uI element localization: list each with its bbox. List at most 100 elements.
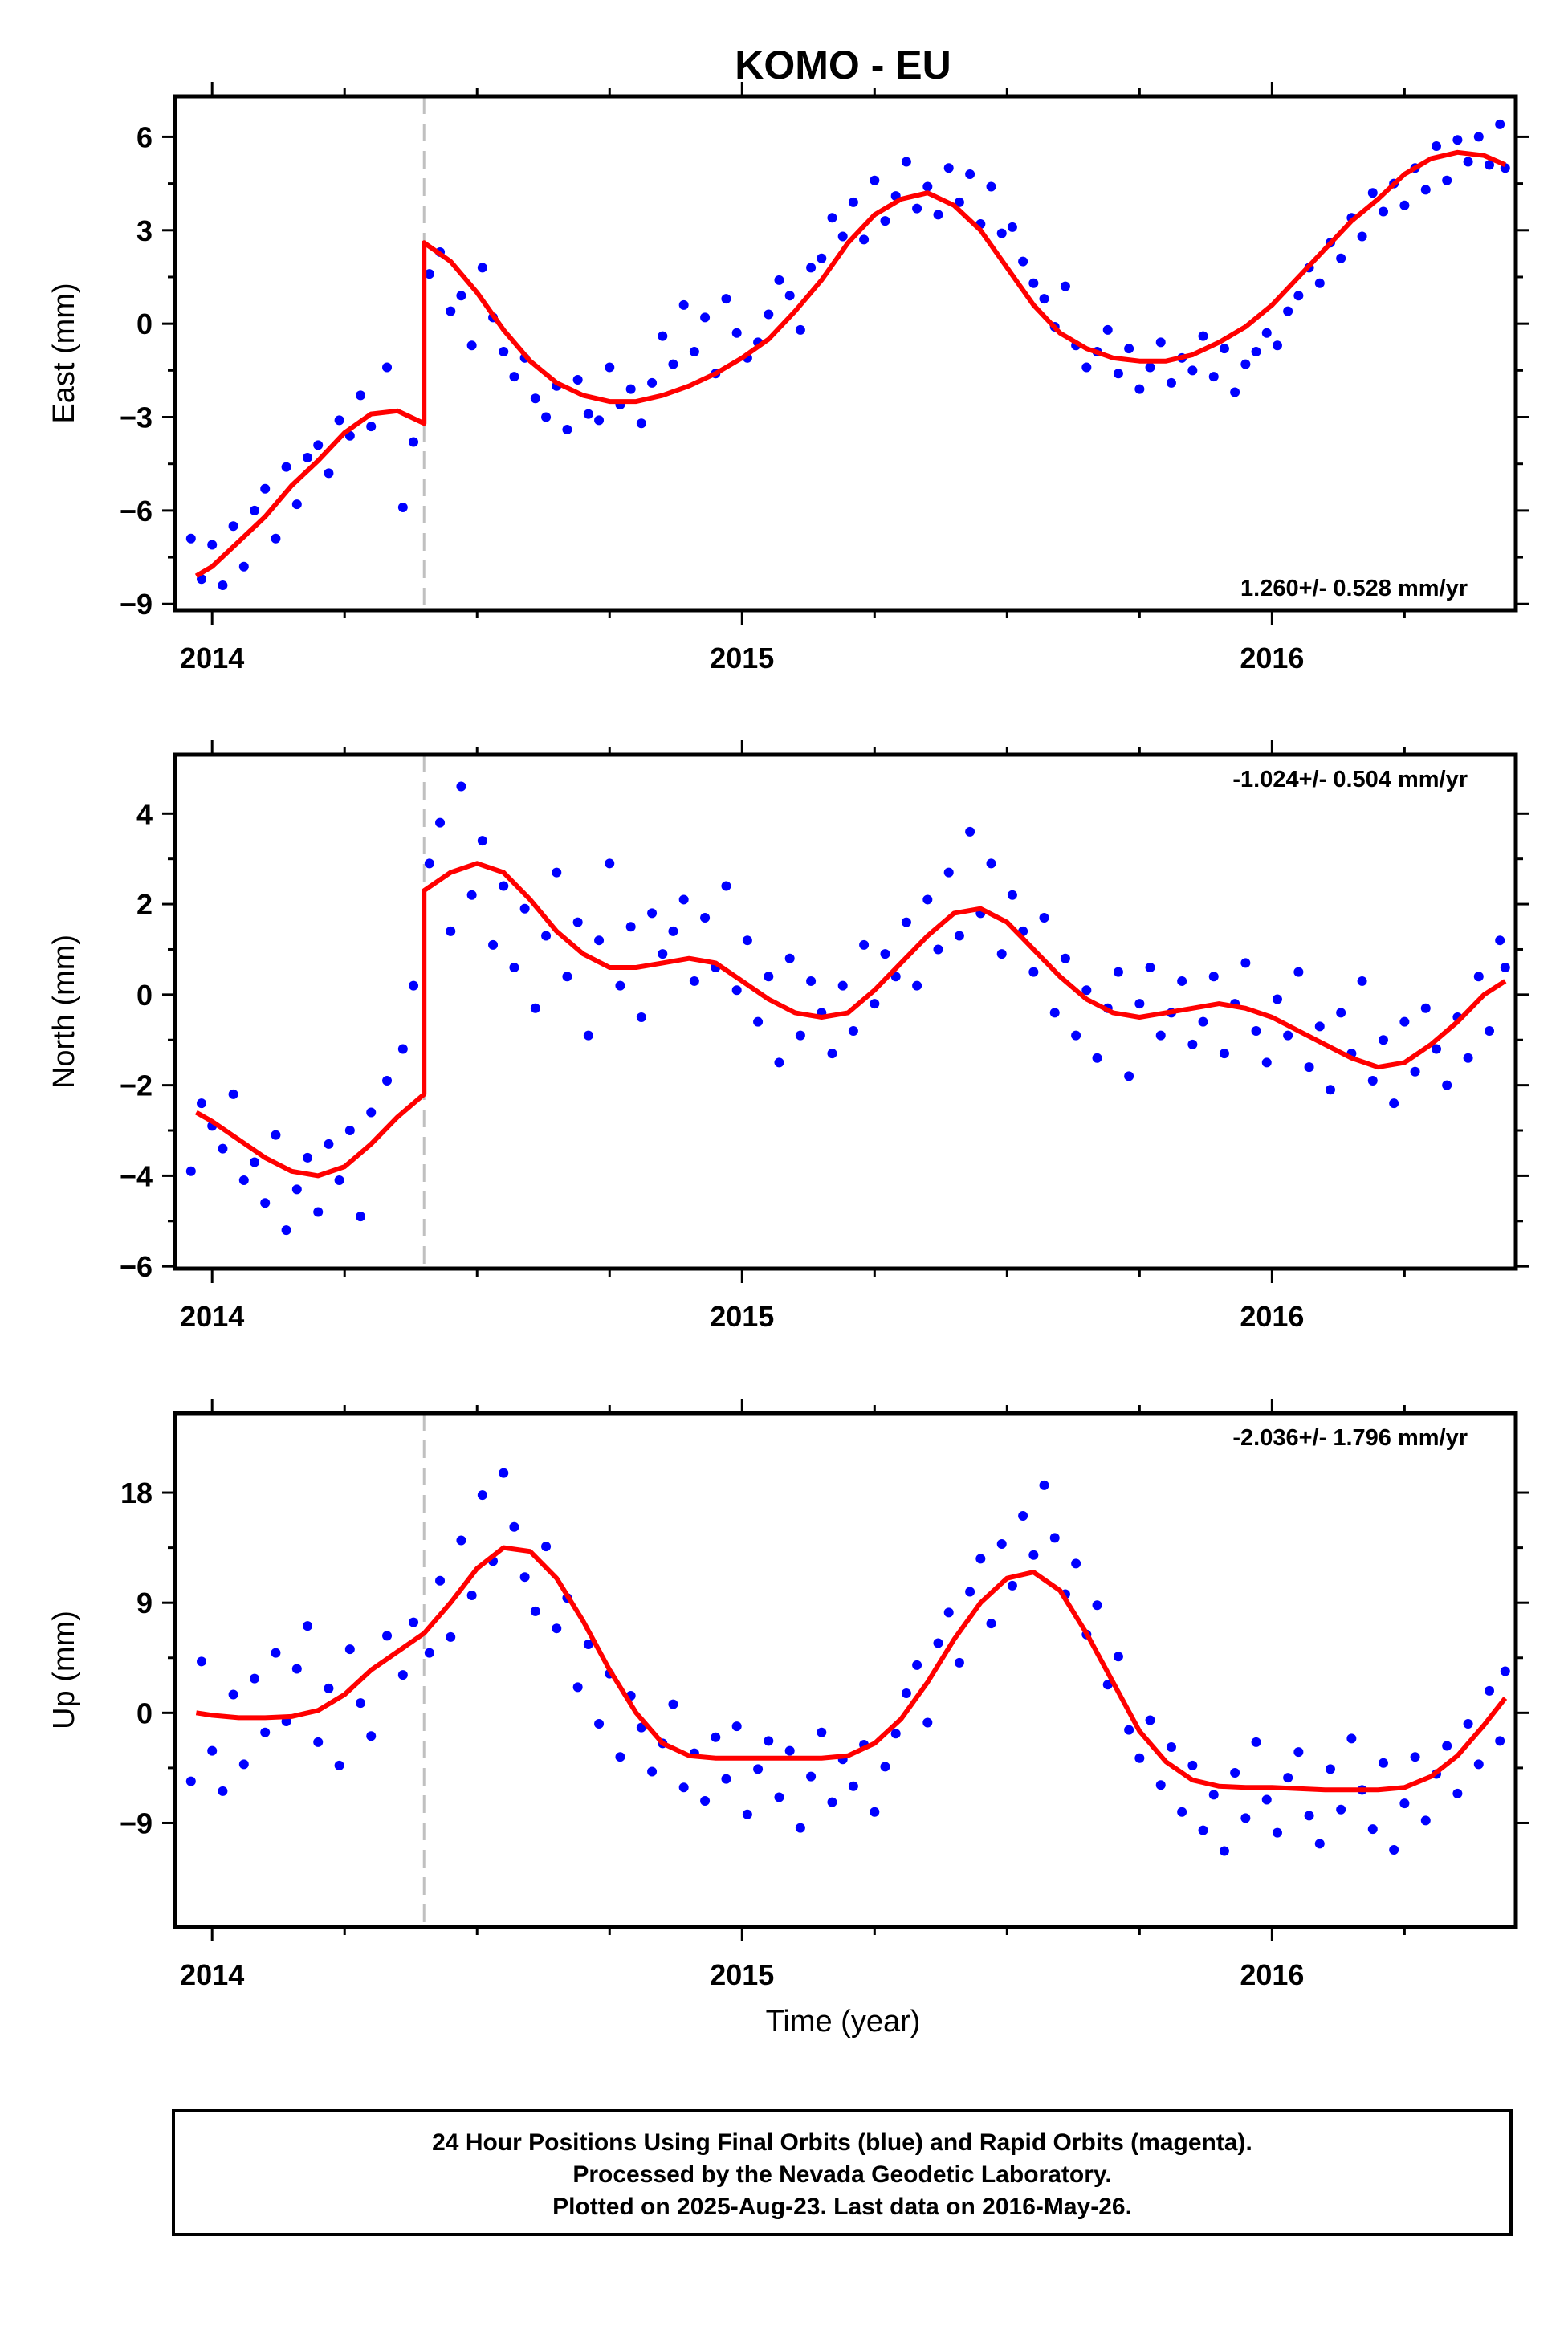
- data-point: [1251, 1737, 1261, 1747]
- data-point: [848, 1781, 858, 1791]
- data-point: [986, 1619, 996, 1629]
- y-tick-label: 9: [136, 1587, 153, 1619]
- footer-box: 24 Hour Positions Using Final Orbits (bl…: [172, 2109, 1513, 2236]
- data-point: [1314, 278, 1325, 288]
- data-point: [541, 931, 552, 941]
- data-point: [1198, 1825, 1208, 1835]
- data-point: [291, 1664, 302, 1674]
- data-point: [1304, 1062, 1314, 1073]
- data-point: [456, 781, 466, 792]
- data-point: [1134, 1753, 1145, 1763]
- data-point: [848, 1025, 858, 1036]
- data-point: [996, 949, 1007, 959]
- y-axis-label: North (mm): [47, 935, 81, 1089]
- data-point: [1442, 1080, 1452, 1090]
- data-point: [1336, 253, 1346, 263]
- data-point: [477, 836, 487, 846]
- data-point: [409, 1617, 419, 1627]
- data-point: [1367, 1824, 1378, 1835]
- data-point: [615, 1752, 625, 1762]
- data-point: [228, 521, 238, 532]
- data-point: [795, 1823, 805, 1833]
- model-fit-line: [194, 861, 1507, 1179]
- plot-frame: [173, 752, 1518, 1271]
- data-point: [509, 372, 519, 382]
- data-point: [509, 963, 519, 973]
- data-point: [689, 347, 699, 357]
- data-point: [827, 1049, 837, 1059]
- data-point: [382, 362, 393, 373]
- y-tick-label: 6: [136, 120, 153, 153]
- data-point: [456, 291, 466, 301]
- data-point: [784, 953, 795, 963]
- data-point: [1473, 132, 1484, 142]
- data-point: [324, 1683, 334, 1693]
- data-point: [185, 1776, 196, 1786]
- data-point: [817, 1727, 827, 1737]
- data-point: [446, 306, 456, 316]
- data-point: [499, 881, 509, 891]
- data-point: [1314, 1021, 1325, 1032]
- data-point: [250, 505, 260, 515]
- y-tick-label: 0: [136, 979, 153, 1012]
- x-tick-label: 2016: [1240, 1958, 1304, 1991]
- y-tick-label: −6: [120, 1250, 153, 1283]
- data-point: [658, 949, 668, 959]
- data-point: [344, 1126, 355, 1136]
- data-point: [334, 1175, 344, 1186]
- data-point: [1166, 1742, 1176, 1752]
- data-point: [530, 1003, 540, 1013]
- data-point: [424, 858, 434, 869]
- x-tick-label: 2015: [710, 1300, 774, 1333]
- data-point: [1495, 1736, 1505, 1746]
- data-point: [870, 175, 880, 185]
- data-point: [658, 331, 668, 341]
- data-point: [1484, 1685, 1494, 1696]
- data-point: [1420, 185, 1431, 195]
- data-point: [456, 1535, 466, 1546]
- data-point: [1346, 1733, 1357, 1744]
- rate-text: 1.260+/- 0.528 mm/yr: [1240, 576, 1468, 601]
- rate-text: -1.024+/- 0.504 mm/yr: [1232, 767, 1468, 792]
- data-point: [583, 1640, 593, 1649]
- data-point: [700, 912, 711, 923]
- data-point: [238, 1759, 249, 1770]
- data-point: [975, 1554, 986, 1564]
- data-point: [837, 231, 848, 242]
- data-point: [594, 415, 605, 426]
- data-point: [291, 1184, 302, 1195]
- y-tick-label: 0: [136, 308, 153, 340]
- data-point: [1325, 1764, 1335, 1774]
- data-point: [435, 1575, 446, 1586]
- data-point: [397, 1044, 408, 1054]
- y-tick-label: 3: [136, 214, 153, 247]
- data-point: [1399, 1016, 1410, 1027]
- data-point: [572, 374, 583, 385]
- data-point: [324, 1139, 334, 1149]
- data-point: [806, 976, 817, 986]
- data-point: [1283, 1030, 1293, 1041]
- data-point: [238, 561, 249, 572]
- data-point: [1081, 362, 1092, 373]
- data-point: [996, 1539, 1007, 1550]
- model-fit-line: [194, 149, 1507, 578]
- data-point: [477, 263, 487, 273]
- data-point: [1049, 1533, 1060, 1543]
- data-point: [228, 1089, 238, 1099]
- x-axis-label: Time (year): [766, 2005, 921, 2039]
- data-point: [1155, 1780, 1166, 1790]
- data-point: [1198, 1016, 1208, 1027]
- data-point: [594, 1719, 605, 1729]
- data-point: [1304, 1811, 1314, 1821]
- data-point: [250, 1673, 260, 1684]
- data-point: [218, 580, 228, 590]
- y-tick-label: −2: [120, 1069, 153, 1102]
- data-point: [848, 197, 858, 207]
- data-point: [880, 1762, 890, 1772]
- data-point: [197, 1098, 207, 1109]
- data-point: [795, 324, 805, 335]
- data-point: [922, 1717, 933, 1728]
- data-point: [1484, 160, 1494, 170]
- y-axis-label: East (mm): [47, 283, 81, 423]
- data-point: [281, 462, 291, 472]
